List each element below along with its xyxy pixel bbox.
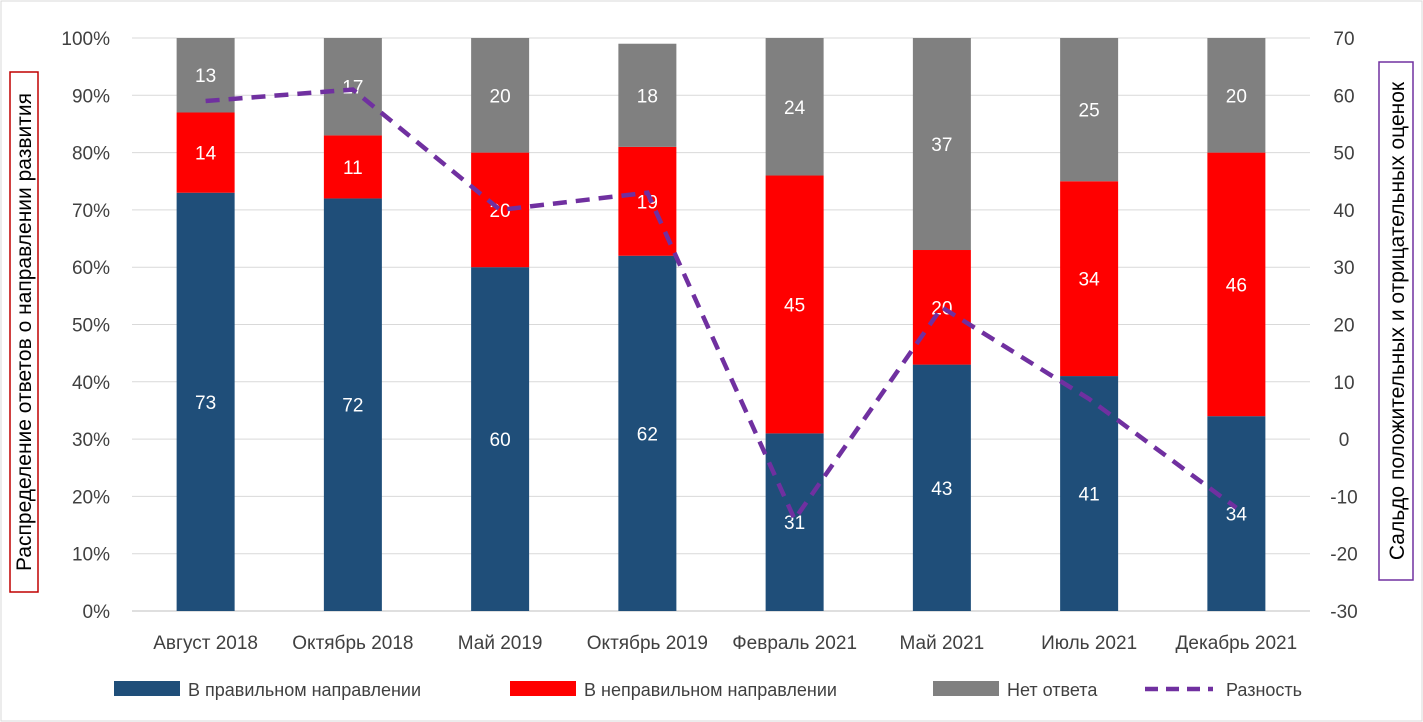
data-label: 43 <box>931 479 952 500</box>
y-tick-label: 20% <box>72 487 110 508</box>
data-label: 41 <box>1079 485 1100 506</box>
data-label: 11 <box>343 158 363 179</box>
data-label: 45 <box>784 295 805 316</box>
data-label: 14 <box>195 144 217 165</box>
data-label: 20 <box>490 86 511 107</box>
data-label: 31 <box>784 513 805 534</box>
legend-label: В неправильном направлении <box>584 680 837 700</box>
data-label: 72 <box>342 396 363 417</box>
y-tick-label: 10% <box>72 545 110 566</box>
y-axis-title-box <box>9 71 39 593</box>
bar-segment <box>618 43 677 147</box>
data-label: 46 <box>1226 275 1247 296</box>
data-label: 34 <box>1079 270 1101 291</box>
legend-swatch <box>114 681 180 696</box>
bar-segment <box>1060 38 1119 182</box>
y2-tick-label: -20 <box>1330 545 1357 566</box>
bar-segment <box>912 38 971 251</box>
y-tick-label: 0% <box>83 602 111 623</box>
x-tick-label: Июль 2021 <box>1041 633 1137 654</box>
data-label: 18 <box>637 86 658 107</box>
data-label: 20 <box>1226 86 1247 107</box>
y-axis-title: Распределение ответов о направлении разв… <box>13 93 36 571</box>
bar-segment <box>618 255 677 612</box>
x-tick-label: Февраль 2021 <box>732 633 857 654</box>
bar-segment <box>176 192 235 611</box>
x-tick-label: Август 2018 <box>153 633 258 654</box>
x-tick-label: Декабрь 2021 <box>1176 633 1298 654</box>
legend-label: Нет ответа <box>1007 680 1098 700</box>
legend-swatch <box>510 681 576 696</box>
data-label: 37 <box>931 135 952 156</box>
bar-segment <box>765 38 824 176</box>
bar-segment <box>912 250 971 365</box>
y2-tick-label: -30 <box>1330 602 1357 623</box>
y-tick-label: 80% <box>72 144 110 165</box>
bar-segment <box>323 135 382 199</box>
y2-tick-label: 70 <box>1333 29 1354 50</box>
x-tick-label: Май 2021 <box>899 633 984 654</box>
data-label: 24 <box>784 98 806 119</box>
y2-tick-label: 60 <box>1333 86 1354 107</box>
data-label: 60 <box>490 430 511 451</box>
y2-tick-label: 10 <box>1333 373 1354 394</box>
y-tick-label: 60% <box>72 258 110 279</box>
data-label: 13 <box>195 66 216 87</box>
y2-tick-label: 40 <box>1333 201 1354 222</box>
y-tick-label: 50% <box>72 316 110 337</box>
x-tick-label: Октябрь 2018 <box>292 633 413 654</box>
bar-segment <box>1207 38 1266 153</box>
data-label: 34 <box>1226 505 1248 526</box>
bar-segment <box>176 112 235 193</box>
data-label: 25 <box>1079 101 1100 122</box>
bar-segment <box>323 38 382 136</box>
bar-segment <box>471 267 530 611</box>
bar-segment <box>765 433 824 611</box>
y2-axis-title-box <box>1378 61 1414 581</box>
y-tick-label: 70% <box>72 201 110 222</box>
y-tick-label: 40% <box>72 373 110 394</box>
legend-label: Разность <box>1226 680 1302 700</box>
legend-label: В правильном направлении <box>188 680 421 700</box>
y2-tick-label: 20 <box>1333 316 1354 337</box>
data-label: 19 <box>637 192 658 213</box>
line-series-raznost <box>205 87 1238 524</box>
bar-segment <box>912 364 971 611</box>
data-label: 73 <box>195 393 216 414</box>
bar-segment <box>1207 152 1266 417</box>
y-tick-label: 30% <box>72 430 110 451</box>
y2-tick-label: 0 <box>1339 430 1350 451</box>
x-tick-label: Май 2019 <box>458 633 543 654</box>
data-label: 62 <box>637 424 658 445</box>
y2-tick-label: 50 <box>1333 144 1354 165</box>
y2-axis-title: Сальдо положительных и отрицательных оце… <box>1386 81 1409 560</box>
legend-swatch <box>933 681 999 696</box>
y-tick-label: 100% <box>61 29 110 50</box>
bar-segment <box>471 38 530 153</box>
y2-tick-label: 30 <box>1333 258 1354 279</box>
y-tick-label: 90% <box>72 86 110 107</box>
bar-segment <box>1207 416 1266 611</box>
x-tick-label: Октябрь 2019 <box>587 633 708 654</box>
bar-segment <box>323 198 382 611</box>
bar-segment <box>1060 181 1119 377</box>
y2-tick-label: -10 <box>1330 487 1357 508</box>
bar-segment <box>765 175 824 434</box>
